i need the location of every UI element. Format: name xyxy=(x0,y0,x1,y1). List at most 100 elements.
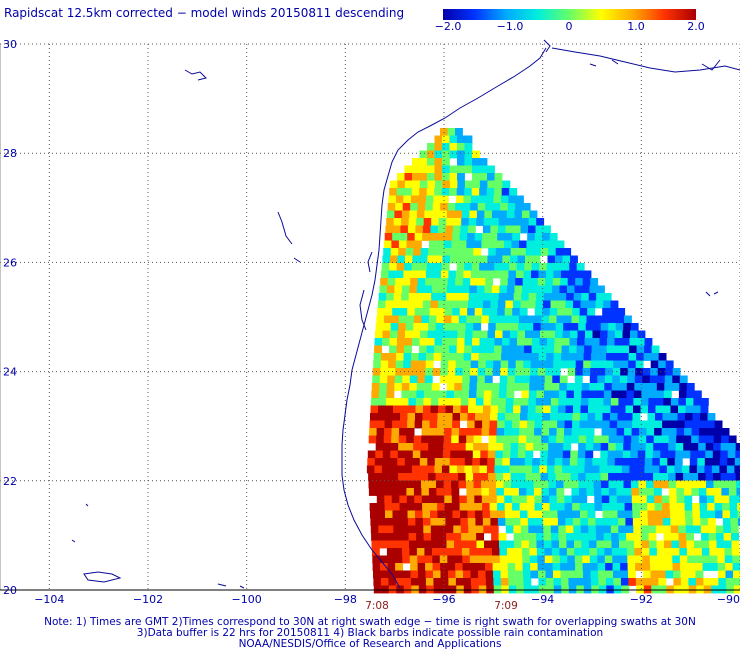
swath-cell xyxy=(463,270,472,279)
swath-cell xyxy=(382,338,390,346)
swath-cell xyxy=(412,255,421,264)
swath-cell xyxy=(419,465,428,474)
swath-cell xyxy=(470,368,479,376)
swath-cell xyxy=(684,428,692,436)
swath-cell xyxy=(610,413,618,421)
swath-cell xyxy=(424,540,432,549)
swath-cell xyxy=(590,578,599,586)
swath-cell xyxy=(684,503,693,511)
swath-cell xyxy=(536,218,545,226)
swath-cell xyxy=(371,540,380,549)
swath-cell xyxy=(550,518,559,526)
swath-cell xyxy=(568,353,577,361)
swath-cell xyxy=(470,578,479,586)
swath-cell xyxy=(368,480,377,489)
swath-cell xyxy=(403,570,411,579)
swath-cell xyxy=(476,383,485,391)
swath-cell xyxy=(379,375,388,384)
swath-cell xyxy=(602,420,610,429)
swath-cell xyxy=(565,525,574,534)
swath-cell xyxy=(476,540,485,549)
swath-cell xyxy=(380,270,389,279)
swath-cell xyxy=(568,360,577,369)
swath-cell xyxy=(459,503,468,511)
swath-cell xyxy=(595,525,604,534)
swath-cell xyxy=(436,480,444,489)
swath-cell xyxy=(460,413,468,421)
swath-cell xyxy=(603,525,612,534)
swath-cell xyxy=(635,368,644,376)
swath-cell xyxy=(513,405,521,414)
swath-cell xyxy=(557,518,566,526)
swath-cell xyxy=(523,578,532,586)
swath-cell xyxy=(531,465,540,474)
swath-cell xyxy=(674,465,683,474)
swath-cell xyxy=(494,338,503,346)
swath-cell xyxy=(549,420,558,429)
swath-cell xyxy=(441,465,450,474)
swath-cell xyxy=(464,263,473,271)
swath-cell xyxy=(707,420,715,429)
swath-cell xyxy=(693,405,701,414)
swath-cell xyxy=(570,473,579,481)
swath-cell xyxy=(501,188,510,196)
swath-cell xyxy=(469,548,478,556)
swath-cell xyxy=(418,353,427,361)
swath-cell xyxy=(654,420,663,429)
swath-cell xyxy=(440,128,448,136)
swath-cell xyxy=(411,465,420,474)
swath-cell xyxy=(469,555,478,564)
swath-cell xyxy=(384,233,393,241)
swath-cell xyxy=(496,488,505,496)
swath-cell xyxy=(421,488,430,496)
swath-cell xyxy=(399,308,408,316)
swath-cell xyxy=(561,585,570,594)
swath-cell xyxy=(618,390,627,399)
swath-cell xyxy=(511,480,519,489)
swath-cell xyxy=(521,218,530,226)
swath-cell xyxy=(396,465,405,474)
swath-cell xyxy=(407,308,416,316)
swath-cell xyxy=(401,540,410,549)
swath-cell xyxy=(531,270,539,279)
swath-cell xyxy=(393,525,402,534)
swath-cell xyxy=(550,300,559,309)
swath-cell xyxy=(615,323,624,331)
swath-cell xyxy=(434,135,443,144)
swath-cell xyxy=(672,375,681,384)
swath-cell xyxy=(467,300,476,309)
swath-cell xyxy=(616,495,625,504)
colorbar-gradient xyxy=(443,9,696,20)
swath-cell xyxy=(633,398,642,406)
swath-cell xyxy=(576,465,585,474)
swath-cell xyxy=(455,360,464,369)
swath-cell xyxy=(449,188,458,196)
swath-cell xyxy=(419,173,428,181)
swath-cell xyxy=(515,570,524,579)
swath-cell xyxy=(394,540,402,549)
swath-cell xyxy=(382,450,391,459)
swath-cell xyxy=(481,488,490,496)
swath-cell xyxy=(550,405,559,414)
swath-cell xyxy=(419,158,428,166)
swath-cell xyxy=(393,405,401,414)
swath-cell xyxy=(478,585,487,594)
swath-cell xyxy=(397,255,406,264)
swath-cell xyxy=(455,128,463,136)
swath-cell xyxy=(606,353,614,361)
swath-cell xyxy=(508,270,517,279)
swath-cell xyxy=(545,368,554,376)
swath-cell xyxy=(712,450,721,459)
swath-cell xyxy=(452,503,460,511)
swath-cell xyxy=(608,435,617,444)
swath-cell xyxy=(562,458,571,466)
swath-cell xyxy=(646,495,655,504)
swath-cell xyxy=(589,383,598,391)
swath-cell xyxy=(511,428,520,436)
swath-cell xyxy=(514,383,523,391)
swath-cell xyxy=(714,420,723,429)
swath-cell xyxy=(514,540,522,549)
swath-cell xyxy=(433,195,442,204)
swath-cell xyxy=(379,540,387,549)
